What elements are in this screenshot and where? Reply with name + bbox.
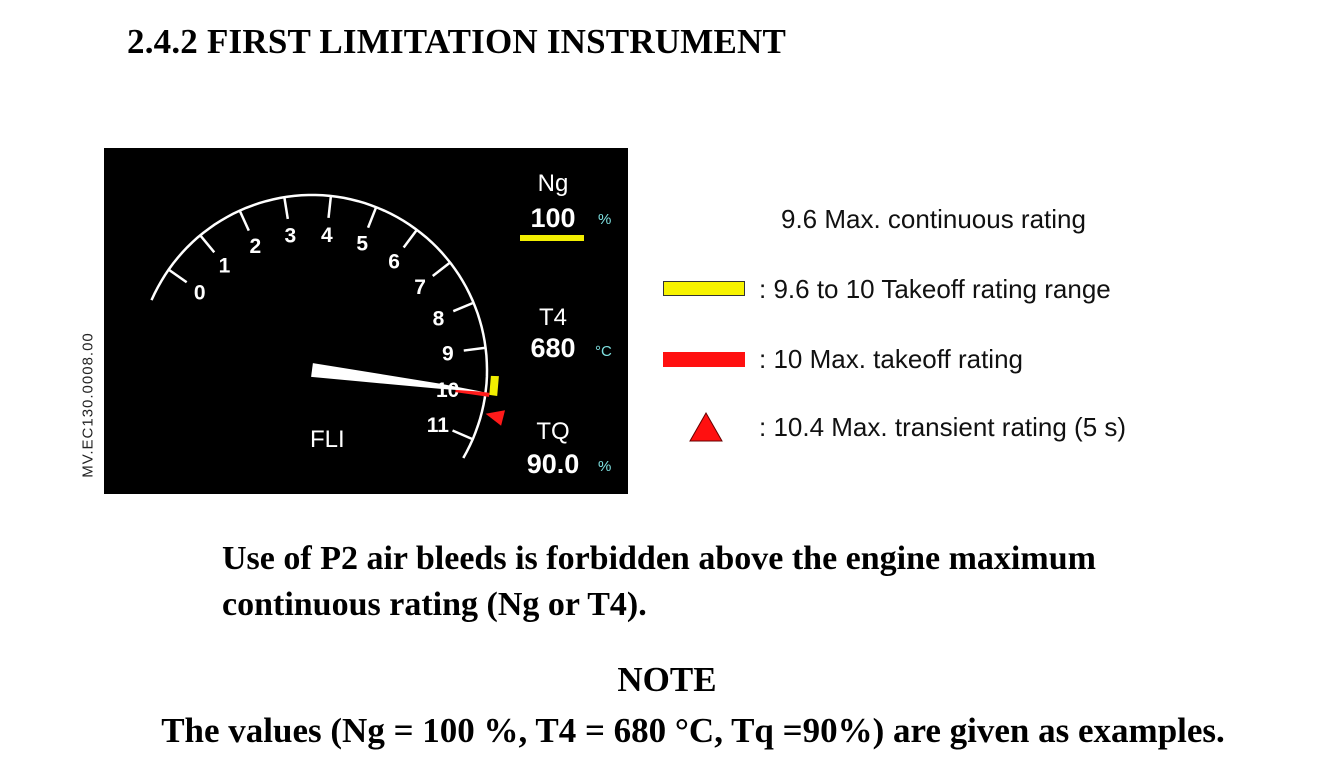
section-title: FIRST LIMITATION INSTRUMENT [206, 22, 787, 61]
bleed-warning-line-1: Use of P2 air bleeds is forbidden above … [222, 540, 1096, 577]
tick-3 [283, 197, 290, 220]
t4-value: 680 [530, 333, 575, 363]
tick-label-2: 2 [250, 235, 262, 258]
fli-instrument: 0 1 2 3 4 5 6 7 8 9 10 11 FLI Ng 100 % T4 680 °C TQ… [104, 148, 628, 494]
bleed-warning-line-2: continuous rating (Ng or T4). [222, 586, 647, 623]
takeoff-range-band [489, 375, 499, 396]
max-transient-marker [485, 410, 505, 426]
tick-label-8: 8 [433, 307, 445, 330]
section-number: 2.4.2 [127, 22, 198, 61]
legend-max-transient: : 10.4 Max. transient rating (5 s) [759, 412, 1127, 442]
tick-label-5: 5 [356, 233, 368, 256]
fli-label: FLI [310, 426, 345, 453]
tick-8 [452, 301, 475, 313]
t4-unit: °C [595, 343, 612, 360]
dial-arc [150, 193, 489, 459]
tick-label-11: 11 [427, 414, 450, 437]
note-title: NOTE [617, 660, 717, 699]
legend-takeoff-range: : 9.6 to 10 Takeoff rating range [759, 274, 1111, 304]
tick-11 [452, 429, 474, 441]
tick-label-3: 3 [284, 225, 296, 248]
legend-max-takeoff: : 10 Max. takeoff rating [759, 344, 1023, 374]
transient-triangle-icon [689, 411, 723, 442]
tick-6 [402, 229, 418, 249]
tq-value: 90.0 [527, 449, 580, 479]
tick-7 [431, 261, 451, 278]
tick-label-4: 4 [321, 224, 333, 247]
max-takeoff-marker [455, 388, 490, 397]
limit-markers [455, 375, 505, 426]
tick-5 [366, 206, 378, 229]
section-heading: 2.4.2 FIRST LIMITATION INSTRUMENT [127, 22, 786, 62]
tq-unit: % [598, 458, 611, 475]
takeoff-range-swatch [663, 281, 745, 296]
tick-label-6: 6 [388, 250, 400, 273]
ng-unit: % [598, 211, 611, 228]
tick-1 [199, 234, 216, 254]
tick-2 [238, 210, 250, 232]
tick-4 [327, 195, 333, 219]
legend-max-continuous: 9.6 Max. continuous rating [781, 204, 1086, 234]
tick-label-1: 1 [219, 255, 231, 278]
t4-label: T4 [539, 304, 567, 331]
bleed-warning: Use of P2 air bleeds is forbidden above … [222, 536, 1232, 628]
ng-label: Ng [538, 170, 569, 197]
document-reference: MV.EC130.0008.00 [79, 332, 97, 478]
fli-pointer [311, 363, 483, 392]
ng-value: 100 [530, 203, 575, 233]
tick-label-0: 0 [194, 281, 206, 304]
note-text: The values (Ng = 100 %, T4 = 680 °C, Tq … [161, 711, 1225, 750]
tick-9 [463, 346, 486, 352]
max-takeoff-swatch [663, 352, 745, 367]
tick-label-9: 9 [442, 343, 454, 366]
tq-label: TQ [536, 418, 569, 445]
tick-0 [167, 268, 188, 284]
tick-label-7: 7 [414, 276, 426, 299]
ng-indicator-bar [520, 235, 584, 241]
